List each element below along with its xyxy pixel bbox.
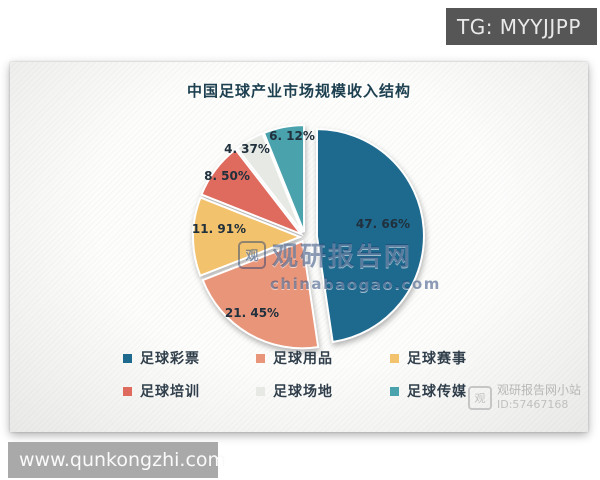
- pie-percent-label: 4. 37%: [224, 142, 270, 156]
- corner-site-logo-icon: 观: [468, 386, 492, 410]
- pie-slice-足球彩票: [315, 128, 425, 344]
- legend-label: 足球彩票: [140, 351, 200, 367]
- legend-swatch-icon: [256, 386, 265, 396]
- pie-slice-足球传媒: [262, 124, 306, 233]
- legend-item-足球培训: 足球培训: [123, 381, 256, 401]
- corner-site-id: ID:57467168: [497, 398, 569, 411]
- corner-watermark: 观 观研报告网小站 ID:57467168: [468, 383, 581, 412]
- pie-percent-label: 11. 91%: [192, 222, 246, 236]
- legend-label: 足球场地: [273, 384, 333, 400]
- pie-slice-足球场地: [235, 132, 304, 234]
- legend-item-足球用品: 足球用品: [256, 348, 390, 368]
- legend-swatch-icon: [256, 353, 265, 363]
- pie-labels-group: 47. 66% 21. 45% 11. 91% 8. 50% 4. 37%6. 12%: [192, 129, 410, 320]
- corner-site-name: 观研报告网小站: [497, 383, 582, 397]
- pie-percent-label: 21. 45%: [225, 306, 279, 320]
- legend-swatch-icon: [390, 386, 399, 396]
- legend: 足球彩票 足球用品 足球赛事足球培训 足球场地 足球传媒: [123, 348, 540, 401]
- pie-slice-足球用品: [201, 239, 320, 350]
- legend-label: 足球传媒: [407, 384, 467, 400]
- legend-swatch-icon: [123, 353, 132, 363]
- legend-swatch-icon: [390, 353, 399, 363]
- pie-percent-label: 8. 50%: [204, 169, 250, 183]
- chart-title: 中国足球产业市场规模收入结构: [186, 82, 411, 100]
- pie-percent-label: 6. 12%: [269, 129, 315, 143]
- legend-label: 足球赛事: [407, 351, 467, 367]
- legend-item-足球场地: 足球场地: [256, 381, 390, 401]
- pie-slices-group: [192, 124, 425, 350]
- corner-watermark-texts: 观研报告网小站 ID:57467168: [497, 383, 581, 412]
- pie-slice-足球赛事: [192, 196, 303, 278]
- pie-slice-足球培训: [200, 147, 305, 237]
- legend-item-足球赛事: 足球赛事: [390, 348, 540, 368]
- chart-card: 中国足球产业市场规模收入结构 47. 66% 21. 45% 11. 91% 8. 5…: [10, 62, 588, 432]
- legend-swatch-icon: [123, 386, 132, 396]
- legend-label: 足球培训: [140, 384, 200, 400]
- tg-contact-text: TG: MYYJJPP: [457, 14, 581, 39]
- legend-item-足球传媒: 足球传媒: [390, 381, 540, 401]
- legend-item-足球彩票: 足球彩票: [123, 348, 256, 368]
- pie-percent-label: 47. 66%: [356, 217, 410, 231]
- bottom-url-text: www.qunkongzhi.com: [19, 449, 227, 471]
- legend-label: 足球用品: [273, 351, 333, 367]
- bottom-url-bar: www.qunkongzhi.com: [8, 442, 226, 478]
- tg-contact-badge: TG: MYYJJPP: [446, 8, 597, 45]
- pie-chart: 47. 66% 21. 45% 11. 91% 8. 50% 4. 37%6. 12%: [192, 124, 425, 350]
